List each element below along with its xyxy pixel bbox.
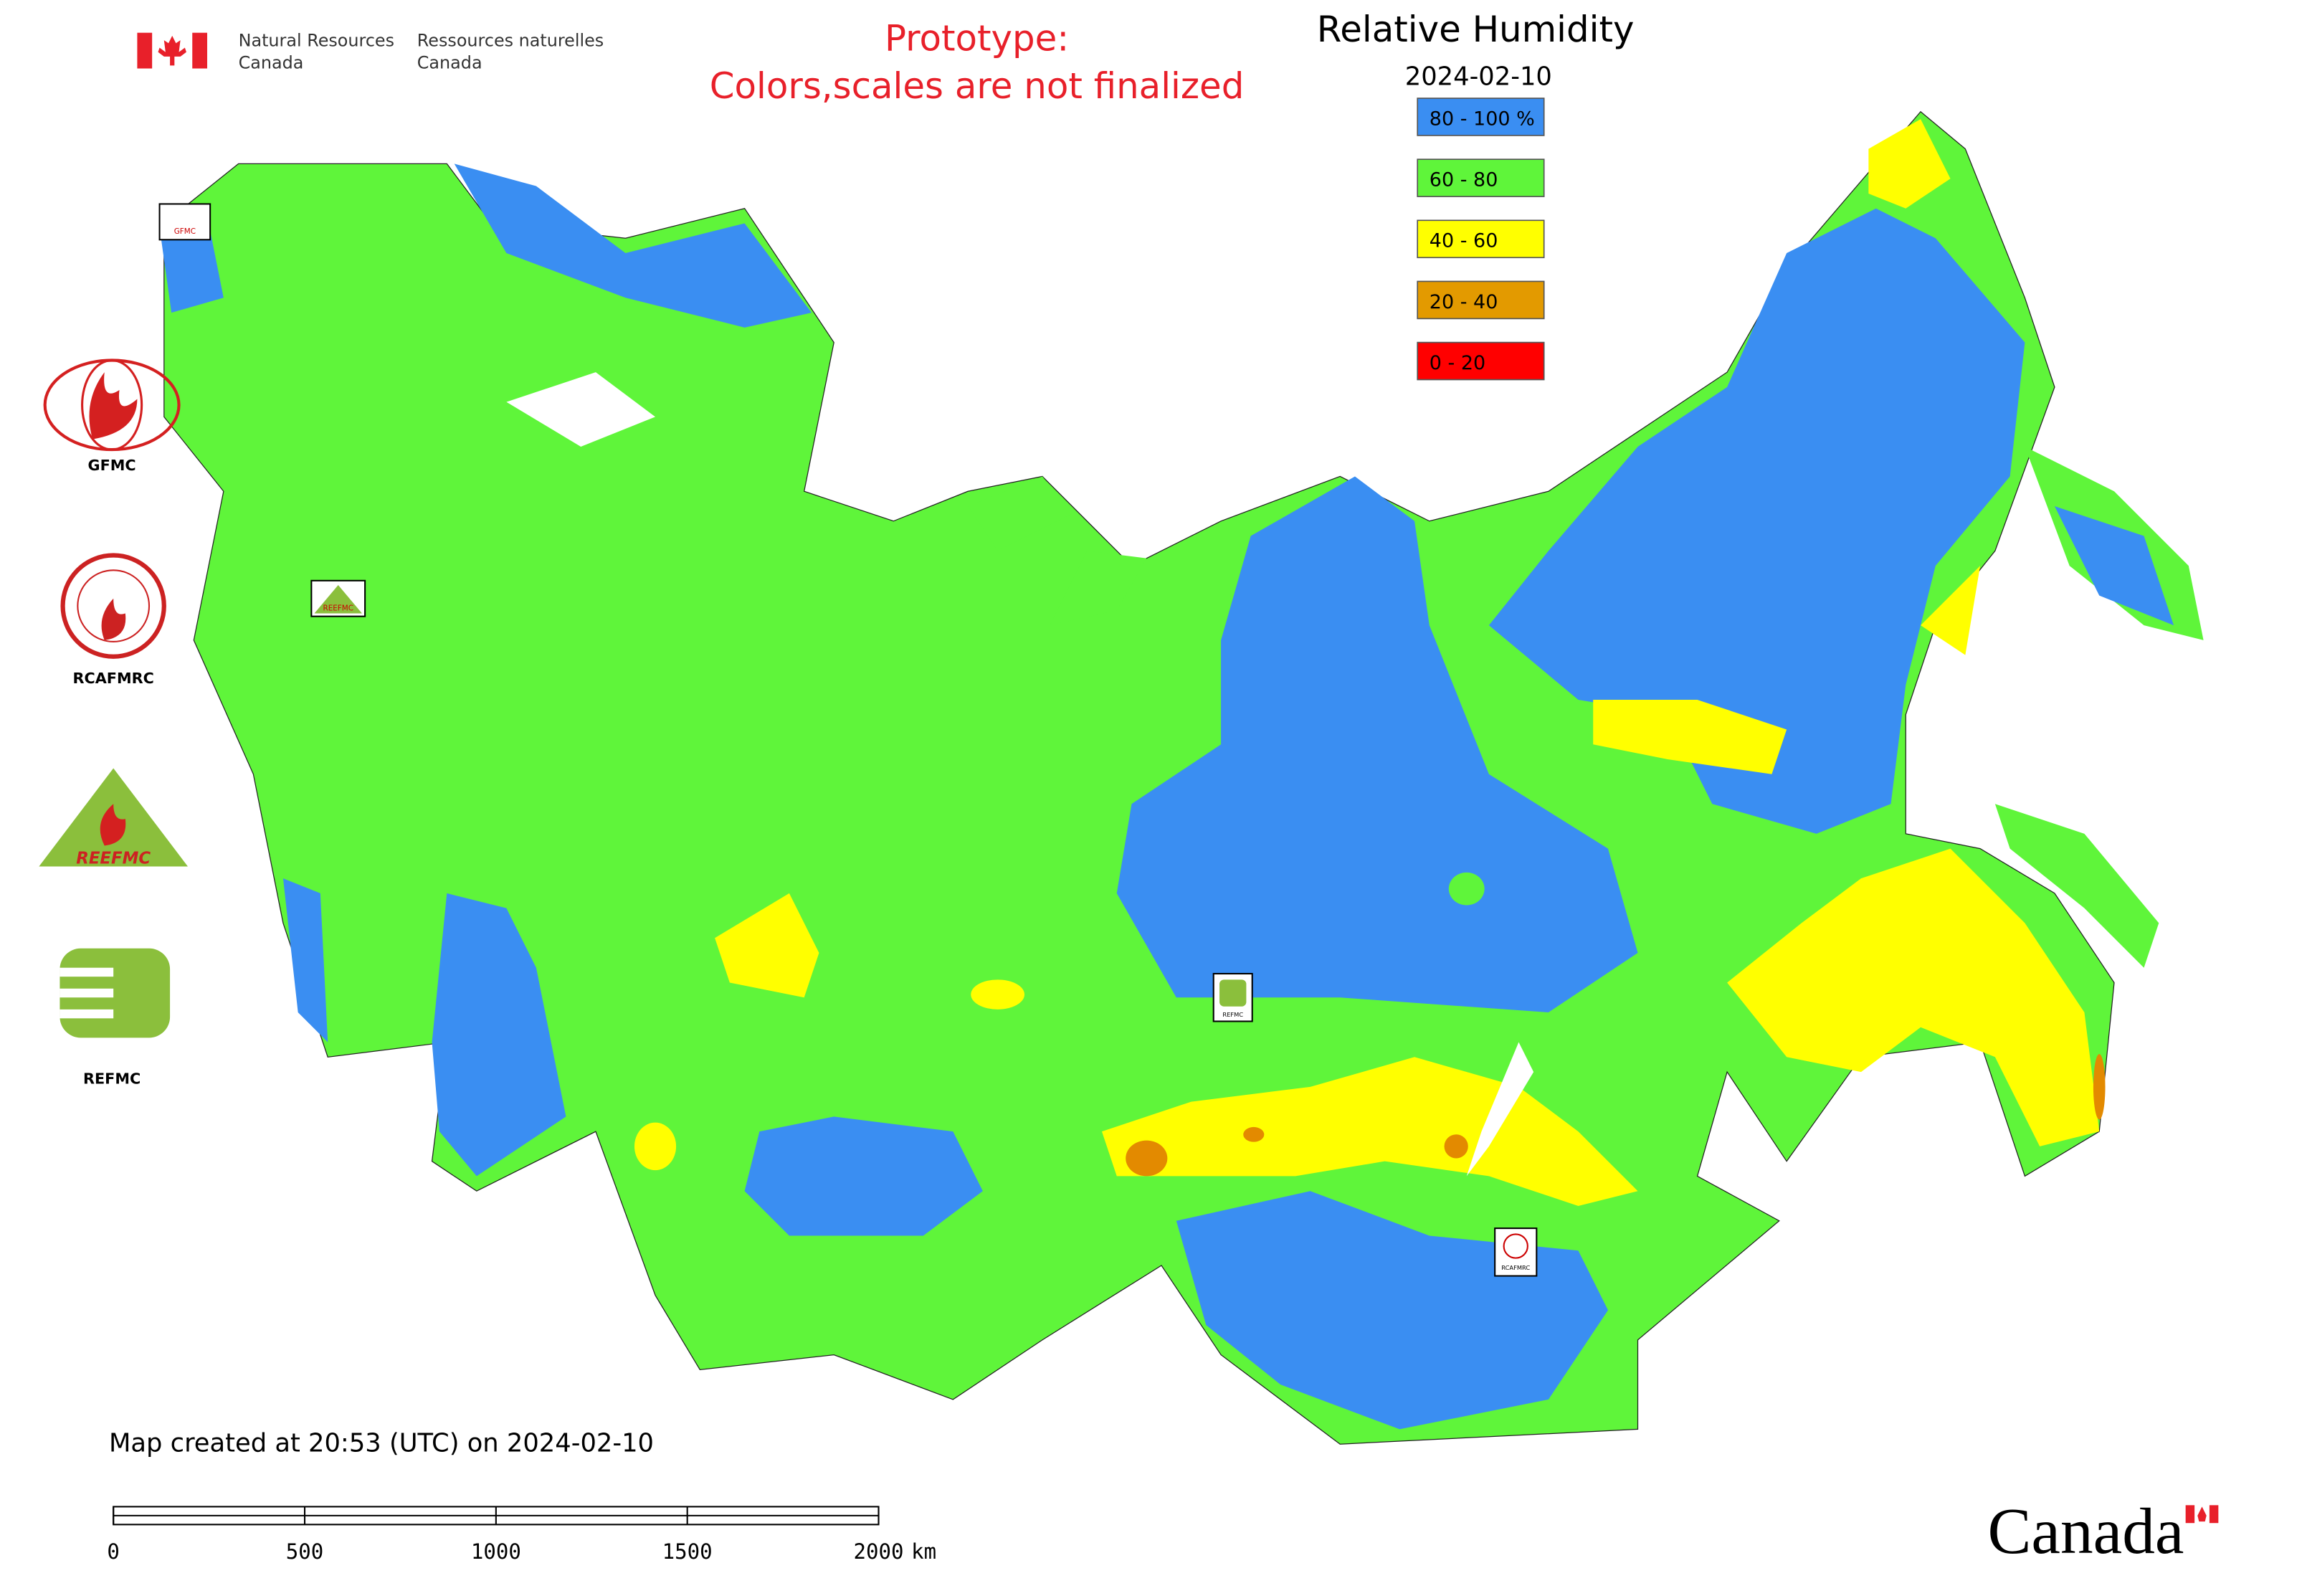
scale-tick-label: 1000 [471, 1539, 521, 1564]
humidity-zone [454, 163, 812, 328]
legend-date: 2024-02-10 [1405, 62, 1552, 91]
agency-en: Natural Resources [239, 30, 394, 50]
flag-bar [137, 32, 153, 69]
marker-icon [314, 585, 362, 614]
rcafmrc-logo: RCAFMRC [60, 553, 166, 687]
station-marker: GFMC [158, 203, 211, 241]
marker-icon [1503, 1233, 1528, 1259]
logo-caption: GFMC [88, 457, 136, 474]
humidity-map [161, 110, 2204, 1445]
flag-bar [2209, 1505, 2219, 1524]
maple-leaf [158, 35, 186, 66]
legend-label: 20 - 40 [1430, 291, 1498, 313]
prototype-notice: Prototype: [885, 18, 1069, 60]
flag-bar [2185, 1505, 2195, 1524]
legend-label: 60 - 80 [1430, 169, 1498, 191]
station-marker: REEFMC [310, 579, 366, 617]
scale-tick-label: 500 [286, 1539, 324, 1564]
station-marker: RCAFMRC [1494, 1227, 1538, 1277]
marker-icon [1219, 979, 1247, 1007]
marker-box [158, 203, 211, 241]
scale-tick-label: 1500 [662, 1539, 713, 1564]
marker-label: REEFMC [323, 604, 353, 612]
humidity-zone [1448, 872, 1485, 906]
legend-swatch [1417, 280, 1545, 320]
legend-label: 80 - 100 % [1430, 108, 1535, 130]
humidity-zone [2054, 506, 2174, 626]
logo-stripe [60, 1009, 114, 1019]
humidity-zone [2093, 1054, 2106, 1120]
agency-fr: Canada [417, 53, 482, 73]
marker-box [1494, 1227, 1538, 1277]
agency-fr: Ressources naturelles [417, 30, 604, 50]
logo-flame [100, 804, 126, 846]
wordmark-text: Canada [1987, 1495, 2184, 1567]
canada-wordmark: Canada [1987, 1495, 2219, 1567]
logo-ring [77, 569, 151, 643]
legend-swatch [1417, 341, 1545, 381]
humidity-zone [1444, 1134, 1468, 1159]
humidity-zone [1488, 208, 2025, 834]
logo-caption: RCAFMRC [73, 670, 154, 687]
humidity-zone [744, 1116, 983, 1236]
scale-bar: 0 500 1000 1500 2000 km [107, 1506, 936, 1564]
legend-label: 0 - 20 [1430, 352, 1485, 374]
land-region [1994, 804, 2159, 968]
humidity-zone [715, 893, 819, 998]
logo-wordmark: REEFMC [76, 849, 151, 868]
humidity-zone [161, 223, 224, 313]
legend-swatch [1417, 98, 1545, 136]
prototype-notice: Colors,scales are not finalized [710, 65, 1245, 107]
marker-label: GFMC [174, 227, 196, 236]
humidity-zone [1868, 119, 1951, 209]
logo-flame [89, 372, 138, 440]
goc-signature: Natural Resources Canada Ressources natu… [137, 30, 604, 73]
land-region [968, 476, 1072, 551]
humidity-zone [1116, 476, 1638, 1013]
legend-swatch [1417, 219, 1545, 259]
flag-bar [192, 32, 208, 69]
lake [1466, 1042, 1534, 1177]
agency-en: Canada [239, 53, 304, 73]
logo-stripe [60, 967, 114, 977]
logo-flame [101, 598, 126, 640]
scale-unit: km [911, 1539, 936, 1564]
humidity-zone [1727, 848, 2100, 1146]
logo-globe [81, 358, 143, 451]
humidity-zone [1243, 1126, 1265, 1142]
lake [506, 372, 656, 447]
scale-tick-label: 2000 [854, 1539, 904, 1564]
legend-title: Relative Humidity [1317, 9, 1635, 50]
logo-caption: REFMC [83, 1070, 141, 1088]
humidity-zone [1126, 1140, 1168, 1177]
legend-label: 40 - 60 [1430, 230, 1498, 252]
legend: Relative Humidity 2024-02-10 80 - 100 % 6… [1317, 9, 1635, 381]
land-region [1050, 551, 1147, 626]
gfmc-logo: GFMC [43, 358, 181, 474]
map-created: Map created at 20:53 (UTC) on 2024-02-10 [109, 1429, 654, 1458]
humidity-zone [1921, 566, 1981, 655]
reefmc-logo: REEFMC [39, 768, 189, 868]
legend-swatch [1417, 158, 1545, 197]
scale-tick-label: 0 [107, 1539, 120, 1564]
maple-leaf [2197, 1506, 2207, 1522]
station-marker: REFMC [1212, 972, 1253, 1022]
humidity-zone [282, 878, 328, 1042]
marker-label: REFMC [1222, 1011, 1243, 1018]
marker-label: RCAFMRC [1501, 1264, 1530, 1271]
humidity-zone [1593, 699, 1787, 774]
humidity-zone [432, 893, 566, 1177]
refmc-logo: REFMC [60, 948, 171, 1088]
humidity-zone [634, 1122, 677, 1171]
land-region [163, 110, 2115, 1445]
humidity-zone [971, 979, 1024, 1010]
logo-stripe [60, 988, 114, 998]
